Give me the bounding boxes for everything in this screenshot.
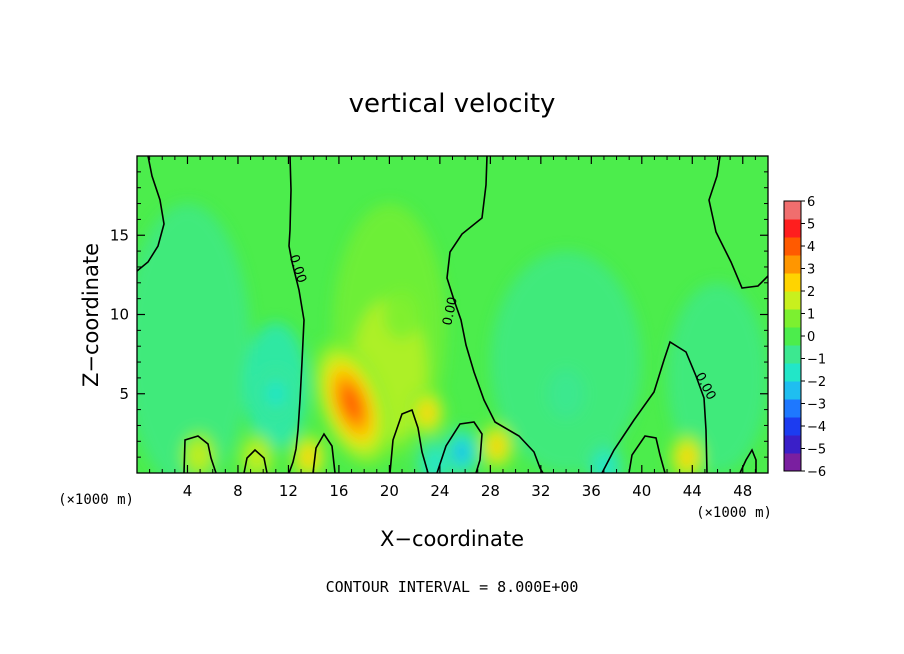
- x-tick-label: 16: [329, 482, 348, 500]
- contour-line: [708, 156, 768, 289]
- colorbar-tick-label: 2: [807, 285, 815, 300]
- contour-line: [436, 421, 483, 473]
- updraft-cell: [419, 401, 436, 424]
- contour-line: [183, 435, 217, 473]
- updraft-cell: [488, 435, 505, 457]
- colorbar-swatch: [784, 435, 801, 454]
- x-tick-label: 20: [380, 482, 399, 500]
- velocity-shading: [137, 203, 768, 473]
- downdraft-cell: [453, 441, 470, 464]
- colorbar-tick-label: 6: [807, 195, 815, 210]
- chart-title: vertical velocity: [349, 89, 556, 119]
- colorbar-swatch: [784, 255, 801, 274]
- x-tick-label: 24: [430, 482, 449, 500]
- contour-line: [628, 435, 666, 473]
- colorbar-swatch: [784, 291, 801, 310]
- contour-line: [243, 448, 268, 473]
- velocity-field: [137, 156, 768, 473]
- colorbar-swatch: [784, 381, 801, 400]
- colorbar-tick-label: 5: [807, 218, 815, 233]
- updraft-cell: [187, 440, 211, 471]
- colorbar-swatch: [784, 219, 801, 238]
- colorbar-tick-label: −2: [807, 375, 826, 390]
- colorbar-tick-label: −1: [807, 353, 826, 368]
- x-tick-label: 4: [183, 482, 193, 500]
- contour-label: 0.00: [440, 296, 461, 327]
- colorbar-tick-label: 3: [807, 263, 815, 278]
- shading-region: [137, 203, 251, 473]
- y-axis-unit: (×1000 m): [58, 492, 134, 508]
- updraft-cell: [245, 441, 269, 473]
- x-tick-label: 36: [582, 482, 601, 500]
- contour-line: [288, 156, 305, 473]
- colorbar-tick-label: −6: [807, 465, 826, 480]
- y-tick-label: 10: [110, 306, 129, 324]
- contour-line: [389, 408, 429, 473]
- colorbar-swatch: [784, 417, 801, 436]
- y-axis-label: Z−coordinate: [79, 243, 103, 387]
- y-axis: 5 10 15: [110, 171, 768, 458]
- x-axis-unit: (×1000 m): [696, 505, 772, 521]
- updraft-cell: [383, 289, 421, 340]
- x-tick-label: 44: [683, 482, 702, 500]
- contour-line: [137, 156, 165, 272]
- updraft-cell: [679, 446, 696, 469]
- contour-line: [446, 156, 544, 473]
- y-tick-label: 5: [119, 385, 129, 403]
- contour-interval-note: CONTOUR INTERVAL = 8.000E+00: [326, 578, 579, 596]
- colorbar-swatch: [784, 237, 801, 256]
- contour-line: [312, 432, 336, 473]
- x-tick-label: 48: [733, 482, 752, 500]
- downdraft-cell: [547, 368, 586, 420]
- x-axis-label: X−coordinate: [380, 527, 524, 551]
- colorbar: 6 5 4 3 2 1 0 −1 −2 −3 −4 −5 −6: [783, 195, 826, 480]
- shading-region: [667, 282, 768, 473]
- colorbar-swatch: [784, 363, 801, 382]
- colorbar-swatch: [784, 453, 801, 472]
- colorbar-swatch: [784, 201, 801, 220]
- x-tick-label: 32: [531, 482, 550, 500]
- x-tick-label: 8: [233, 482, 243, 500]
- downdraft-cell: [264, 378, 288, 409]
- colorbar-swatch: [784, 399, 801, 418]
- colorbar-swatch: [784, 273, 801, 292]
- updraft-cell: [300, 446, 317, 469]
- colorbar-swatch: [784, 309, 801, 328]
- contour-line: [739, 448, 757, 473]
- updraft-cell: [341, 385, 362, 421]
- colorbar-tick-label: 1: [807, 308, 815, 323]
- x-tick-label: 12: [279, 482, 298, 500]
- downdraft-cell: [423, 448, 447, 473]
- x-tick-label: 40: [632, 482, 651, 500]
- shading-region: [490, 251, 642, 473]
- colorbar-tick-label: −4: [807, 420, 826, 435]
- colorbar-tick-label: −5: [807, 443, 826, 458]
- colorbar-swatch: [784, 345, 801, 364]
- zero-contours: [137, 156, 768, 473]
- colorbar-tick-label: 4: [807, 240, 815, 255]
- x-tick-label: 28: [481, 482, 500, 500]
- x-axis: 4 8 12 16 20 24 28 32 36 40 44 48: [149, 156, 756, 500]
- contour-line: [601, 340, 708, 473]
- colorbar-tick-label: −3: [807, 398, 826, 413]
- colorbar-tick-label: 0: [807, 330, 815, 345]
- colorbar-swatch: [784, 327, 801, 346]
- y-tick-label: 15: [110, 226, 129, 244]
